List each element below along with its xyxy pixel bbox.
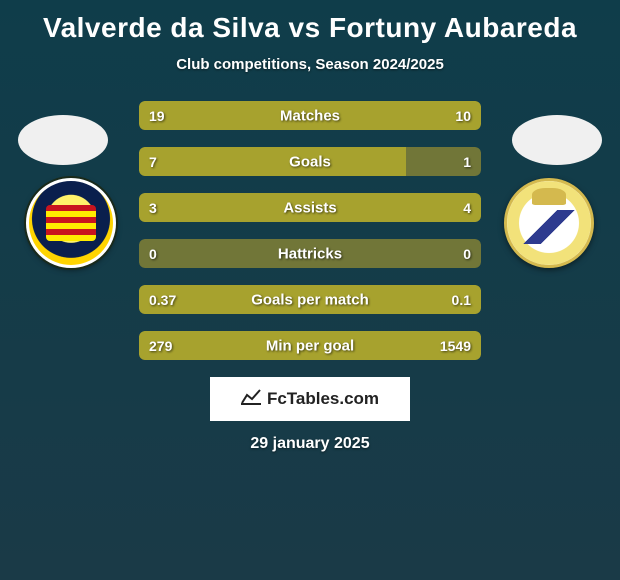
player-photo-right bbox=[512, 115, 602, 165]
stat-row: 1910Matches bbox=[139, 101, 481, 130]
stat-label: Assists bbox=[139, 199, 481, 216]
footer-date: 29 january 2025 bbox=[0, 435, 620, 453]
stat-label: Matches bbox=[139, 107, 481, 124]
stat-label: Goals bbox=[139, 153, 481, 170]
player-photo-left bbox=[18, 115, 108, 165]
stat-row: 71Goals bbox=[139, 147, 481, 176]
stat-label: Min per goal bbox=[139, 337, 481, 354]
subtitle: Club competitions, Season 2024/2025 bbox=[0, 56, 620, 73]
stat-label: Hattricks bbox=[139, 245, 481, 262]
root: Valverde da Silva vs Fortuny Aubareda Cl… bbox=[0, 0, 620, 580]
stat-label: Goals per match bbox=[139, 291, 481, 308]
club-badge-left bbox=[26, 178, 116, 268]
stat-row: 00Hattricks bbox=[139, 239, 481, 268]
chart-icon bbox=[241, 389, 261, 410]
page-title: Valverde da Silva vs Fortuny Aubareda bbox=[0, 12, 620, 44]
brand-logo: FcTables.com bbox=[210, 377, 410, 421]
brand-text: FcTables.com bbox=[267, 389, 379, 409]
stat-row: 2791549Min per goal bbox=[139, 331, 481, 360]
club-badge-right bbox=[504, 178, 594, 268]
stat-row: 0.370.1Goals per match bbox=[139, 285, 481, 314]
comparison-chart: 1910Matches 71Goals 34Assists 00Hattricks 0.… bbox=[139, 101, 481, 360]
stat-row: 34Assists bbox=[139, 193, 481, 222]
